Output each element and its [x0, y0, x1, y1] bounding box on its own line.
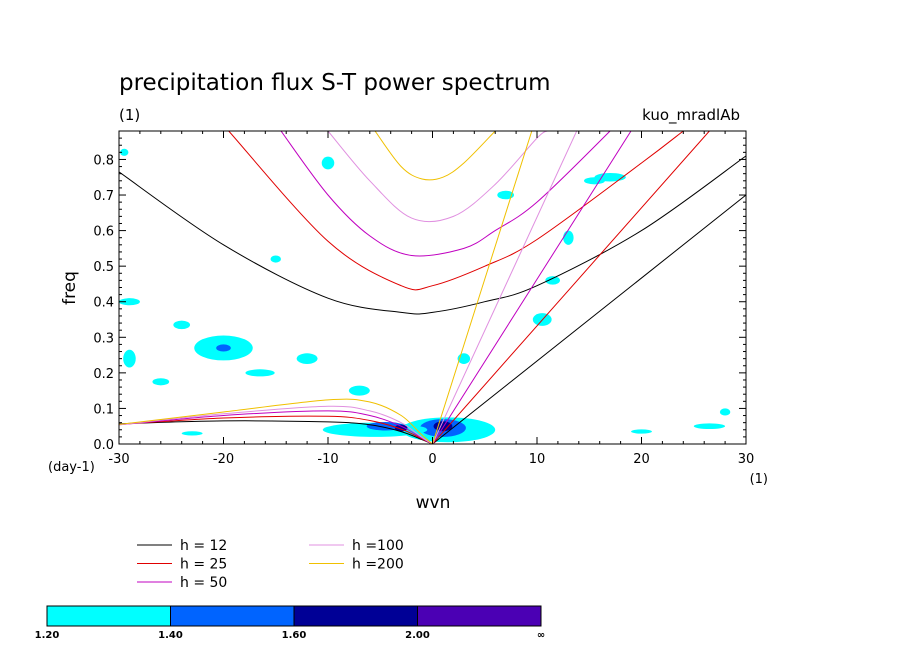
color-bar-segment: [417, 605, 542, 627]
dispersion-curves: [119, 131, 746, 444]
y-tick-label: 0.8: [93, 153, 114, 168]
shaded-region-24: [181, 431, 203, 436]
color-bar-segment: [293, 605, 418, 627]
chart-title: precipitation flux S-T power spectrum: [119, 70, 551, 96]
shaded-region-25: [719, 408, 731, 416]
legend-label: h =200: [352, 557, 404, 573]
series-3-kelvin-line: [432, 131, 578, 444]
y-tick-label: 0.3: [93, 331, 114, 346]
shaded-region-15: [321, 156, 335, 170]
color-bar-label: ∞: [537, 630, 545, 641]
shaded-power-regions: [119, 148, 731, 443]
shaded-region-23: [631, 429, 652, 434]
color-bar-segment: [46, 605, 171, 627]
shaded-region-28: [120, 148, 129, 156]
shaded-region-17: [584, 177, 605, 185]
y-axis-label: freq: [60, 271, 80, 305]
shaded-region-12: [123, 349, 136, 368]
shaded-region-22: [693, 423, 726, 430]
color-bar-segment: [170, 605, 295, 627]
series-4-rossby-line: [119, 398, 433, 444]
legend-label: h = 50: [180, 575, 227, 591]
color-bar-label: 1.20: [35, 630, 60, 641]
series-2-gravity-line: [280, 131, 611, 257]
shaded-region-9: [245, 369, 275, 377]
chart-subtitle-left: (1): [119, 106, 140, 124]
x-tick-label: 30: [738, 452, 755, 467]
x-tick-label: 20: [633, 452, 650, 467]
y-tick-label: 0.0: [93, 438, 114, 453]
series-4-gravity-line: [374, 131, 496, 181]
series-3-rossby-line: [119, 405, 433, 444]
color-bar: 1.20 1.40 1.60 2.00 ∞: [35, 605, 545, 641]
x-tick-label: -10: [317, 452, 338, 467]
legend: h = 12 h = 25 h = 50 h =100 h =200: [137, 538, 404, 591]
y-tick-label: 0.4: [93, 296, 114, 311]
x-tick-label: 0: [428, 452, 436, 467]
legend-label: h = 25: [180, 557, 227, 573]
legend-label: h =100: [352, 538, 404, 554]
x-axis-unit: (1): [750, 472, 768, 487]
y-tick-label: 0.6: [93, 225, 114, 240]
shaded-region-13: [152, 378, 170, 386]
shaded-region-26: [270, 255, 281, 263]
color-bar-label: 2.00: [405, 630, 430, 641]
y-tick-label: 0.1: [93, 402, 114, 417]
shaded-region-20: [497, 190, 515, 200]
shaded-region-14: [119, 298, 140, 306]
x-tick-label: -30: [108, 452, 129, 467]
series-0-rossby-line: [119, 420, 433, 444]
series-0-kelvin-line: [432, 194, 746, 444]
shaded-region-10: [296, 353, 318, 364]
series-1-kelvin-line: [432, 131, 710, 444]
legend-label: h = 12: [180, 538, 227, 554]
color-bar-label: 1.40: [158, 630, 183, 641]
series-3-gravity-line: [327, 131, 548, 223]
y-tick-label: 0.2: [93, 367, 114, 382]
y-tick-label: 0.5: [93, 260, 114, 275]
shaded-region-8: [216, 344, 231, 352]
series-1-gravity-line: [228, 131, 684, 291]
x-tick-label: 10: [529, 452, 546, 467]
series-1-rossby-line: [119, 415, 433, 444]
plot-frame: [118, 130, 747, 445]
x-tick-label: -20: [213, 452, 234, 467]
shaded-region-6: [348, 385, 370, 396]
shaded-region-11: [173, 320, 191, 330]
y-axis-unit: (day-1): [48, 460, 95, 475]
shaded-region-2: [433, 421, 453, 432]
chart-subtitle-right: kuo_mradlAb: [642, 106, 740, 125]
series-2-rossby-line: [119, 410, 433, 444]
shaded-region-21: [563, 230, 574, 245]
series-0-gravity-line: [119, 155, 746, 315]
y-tick-label: 0.7: [93, 189, 114, 204]
axes: -30 -20 -10 0 10 20 30 0.0 0.1 0.2 0.3 0.4 0.5 0.6 0.7…: [93, 131, 754, 467]
color-bar-label: 1.60: [282, 630, 307, 641]
series-4-kelvin-line: [432, 131, 533, 444]
x-axis-label: wvn: [416, 493, 451, 513]
shaded-region-18: [545, 276, 560, 285]
series-2-kelvin-line: [432, 131, 632, 444]
